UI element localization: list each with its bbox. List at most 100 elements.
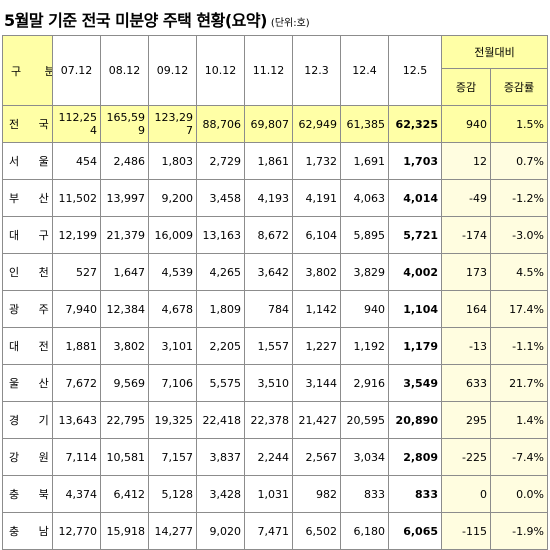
value-cell: 9,569 [100, 364, 149, 402]
value-cell: 8,672 [244, 216, 293, 254]
value-cell: 4,374 [52, 475, 101, 513]
value-cell: 4,191 [292, 179, 341, 217]
value-cell: 3,510 [244, 364, 293, 402]
change-cell: -13 [441, 327, 491, 365]
change-cell: 173 [441, 253, 491, 291]
header-change-rate: 증감률 [489, 68, 549, 106]
value-cell: 7,157 [148, 438, 197, 476]
change-rate-cell: 0.7% [489, 142, 549, 180]
value-cell: 14,277 [148, 512, 197, 550]
value-cell: 1,803 [148, 142, 197, 180]
unit-label: (단위:호) [270, 18, 310, 29]
value-cell: 1,881 [52, 327, 101, 365]
region-cell: 전 국 [2, 105, 53, 143]
header-region: 구 분 [2, 35, 53, 106]
value-cell: 22,795 [100, 401, 149, 439]
value-cell-current: 5,721 [388, 216, 442, 254]
value-cell: 7,114 [52, 438, 101, 476]
value-cell-current: 1,179 [388, 327, 442, 365]
unsold-housing-table: 구 분 07.12 08.12 09.12 10.12 11.12 12.3 1… [2, 35, 549, 550]
region-cell: 광 주 [2, 290, 53, 328]
header-period: 11.12 [244, 35, 293, 106]
value-cell: 2,486 [100, 142, 149, 180]
page: 5월말 기준 전국 미분양 주택 현황(요약)(단위:호) 구 분 07.12 … [2, 11, 549, 550]
value-cell: 11,502 [52, 179, 101, 217]
value-cell: 7,471 [244, 512, 293, 550]
value-cell: 1,691 [340, 142, 389, 180]
value-cell: 88,706 [196, 105, 245, 143]
header-period: 10.12 [196, 35, 245, 106]
header-period: 12.5 [388, 35, 442, 106]
value-cell: 6,180 [340, 512, 389, 550]
value-cell: 7,106 [148, 364, 197, 402]
change-rate-cell: 1.4% [489, 401, 549, 439]
value-cell: 1,227 [292, 327, 341, 365]
value-cell: 3,837 [196, 438, 245, 476]
table-row: 대 전 1,881 3,802 3,101 2,205 1,557 1,227 … [2, 327, 549, 365]
value-cell: 3,101 [148, 327, 197, 365]
value-cell: 21,379 [100, 216, 149, 254]
value-cell: 13,163 [196, 216, 245, 254]
header-period: 09.12 [148, 35, 197, 106]
value-cell: 3,642 [244, 253, 293, 291]
change-cell: 295 [441, 401, 491, 439]
value-cell: 4,265 [196, 253, 245, 291]
value-cell: 784 [244, 290, 293, 328]
region-cell: 경 기 [2, 401, 53, 439]
value-cell: 3,802 [100, 327, 149, 365]
value-cell: 1,192 [340, 327, 389, 365]
value-cell: 9,200 [148, 179, 197, 217]
change-rate-cell: 1.5% [489, 105, 549, 143]
value-cell-current: 833 [388, 475, 442, 513]
value-cell-current: 1,703 [388, 142, 442, 180]
value-cell: 3,829 [340, 253, 389, 291]
change-rate-cell: 21.7% [489, 364, 549, 402]
value-cell-current: 4,002 [388, 253, 442, 291]
region-cell: 강 원 [2, 438, 53, 476]
region-cell: 충 남 [2, 512, 53, 550]
value-cell: 527 [52, 253, 101, 291]
value-cell: 454 [52, 142, 101, 180]
change-cell: -115 [441, 512, 491, 550]
value-cell: 5,895 [340, 216, 389, 254]
value-cell: 1,647 [100, 253, 149, 291]
value-cell: 15,918 [100, 512, 149, 550]
value-cell: 19,325 [148, 401, 197, 439]
table-row: 울 산 7,672 9,569 7,106 5,575 3,510 3,144 … [2, 364, 549, 402]
table-row: 인 천 527 1,647 4,539 4,265 3,642 3,802 3,… [2, 253, 549, 291]
value-cell: 61,385 [340, 105, 389, 143]
value-cell: 12,384 [100, 290, 149, 328]
header-period: 12.3 [292, 35, 341, 106]
value-cell: 62,949 [292, 105, 341, 143]
header-row-2: 증감 증감률 [3, 68, 549, 106]
value-cell: 6,502 [292, 512, 341, 550]
value-cell: 833 [340, 475, 389, 513]
value-cell: 5,128 [148, 475, 197, 513]
header-row-1: 구 분 07.12 08.12 09.12 10.12 11.12 12.3 1… [2, 35, 549, 106]
value-cell: 1,142 [292, 290, 341, 328]
value-cell: 10,581 [100, 438, 149, 476]
table-row: 대 구 12,199 21,379 16,009 13,163 8,672 6,… [2, 216, 549, 254]
table-row: 경 기 13,643 22,795 19,325 22,418 22,378 2… [2, 401, 549, 439]
value-cell: 4,678 [148, 290, 197, 328]
region-cell: 서 울 [2, 142, 53, 180]
value-cell: 20,595 [340, 401, 389, 439]
value-cell: 2,205 [196, 327, 245, 365]
header-change: 증감 [441, 68, 491, 106]
value-cell: 3,144 [292, 364, 341, 402]
value-cell: 7,940 [52, 290, 101, 328]
table-row: 충 남 12,770 15,918 14,277 9,020 7,471 6,5… [2, 512, 549, 550]
change-cell: 164 [441, 290, 491, 328]
table-row: 충 북 4,374 6,412 5,128 3,428 1,031 982 83… [2, 475, 549, 513]
value-cell: 3,034 [340, 438, 389, 476]
value-cell: 1,557 [244, 327, 293, 365]
value-cell-current: 62,325 [388, 105, 442, 143]
value-cell: 1,031 [244, 475, 293, 513]
value-cell: 4,193 [244, 179, 293, 217]
value-cell-current: 1,104 [388, 290, 442, 328]
table-row: 서 울 454 2,486 1,803 2,729 1,861 1,732 1,… [2, 142, 549, 180]
value-cell: 1,861 [244, 142, 293, 180]
change-rate-cell: -1.2% [489, 179, 549, 217]
value-cell: 123,297 [148, 105, 197, 143]
value-cell-current: 4,014 [388, 179, 442, 217]
